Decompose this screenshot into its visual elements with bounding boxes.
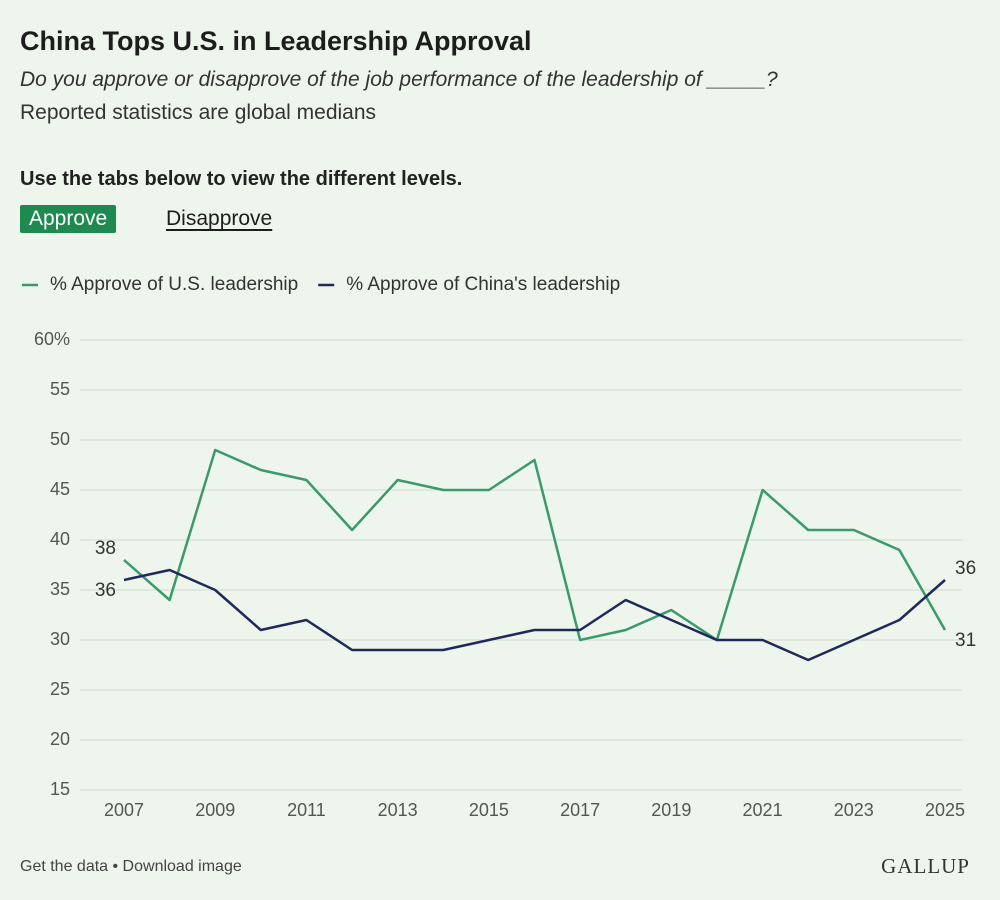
y-tick-label: 25 bbox=[50, 679, 70, 699]
note: Reported statistics are global medians bbox=[20, 101, 377, 124]
x-tick-label: 2007 bbox=[104, 800, 144, 820]
tab-disapprove[interactable]: Disapprove bbox=[166, 207, 273, 230]
x-tick-label: 2023 bbox=[834, 800, 874, 820]
series-line bbox=[123, 568, 946, 662]
y-tick-label: 45 bbox=[50, 479, 70, 499]
x-tick-label: 2009 bbox=[195, 800, 235, 820]
legend-label: % Approve of U.S. leadership bbox=[50, 274, 298, 295]
title: China Tops U.S. in Leadership Approval bbox=[20, 26, 532, 56]
x-tick-label: 2015 bbox=[469, 800, 509, 820]
chart: % Approve of U.S. leadership % Approve of… bbox=[22, 274, 976, 820]
y-tick-label: 20 bbox=[50, 729, 70, 749]
y-tick-label: 30 bbox=[50, 629, 70, 649]
y-tick-label: 15 bbox=[50, 779, 70, 799]
x-tick-label: 2011 bbox=[287, 800, 326, 820]
data-label: 31 bbox=[955, 630, 976, 651]
data-label: 36 bbox=[95, 580, 116, 601]
data-label: 36 bbox=[955, 558, 976, 579]
y-tick-label: 35 bbox=[50, 579, 70, 599]
x-tick-label: 2019 bbox=[651, 800, 691, 820]
x-tick-label: 2013 bbox=[378, 800, 418, 820]
x-tick-label: 2025 bbox=[925, 800, 965, 820]
y-tick-label: 50 bbox=[50, 429, 70, 449]
x-tick-label: 2021 bbox=[743, 800, 783, 820]
y-tick-label: 40 bbox=[50, 529, 70, 549]
brand: GALLUP bbox=[881, 854, 970, 878]
x-tick-label: 2017 bbox=[560, 800, 600, 820]
y-tick-label: 55 bbox=[50, 379, 70, 399]
data-label: 38 bbox=[95, 538, 116, 559]
footer-links[interactable]: Get the data • Download image bbox=[20, 858, 242, 875]
legend-label: % Approve of China's leadership bbox=[346, 274, 620, 295]
y-tick-label: 60% bbox=[34, 329, 70, 349]
tab-approve[interactable]: Approve bbox=[20, 205, 117, 233]
series-line bbox=[123, 448, 947, 642]
subtitle: Do you approve or disapprove of the job … bbox=[20, 68, 778, 91]
instruction: Use the tabs below to view the different… bbox=[20, 168, 463, 190]
